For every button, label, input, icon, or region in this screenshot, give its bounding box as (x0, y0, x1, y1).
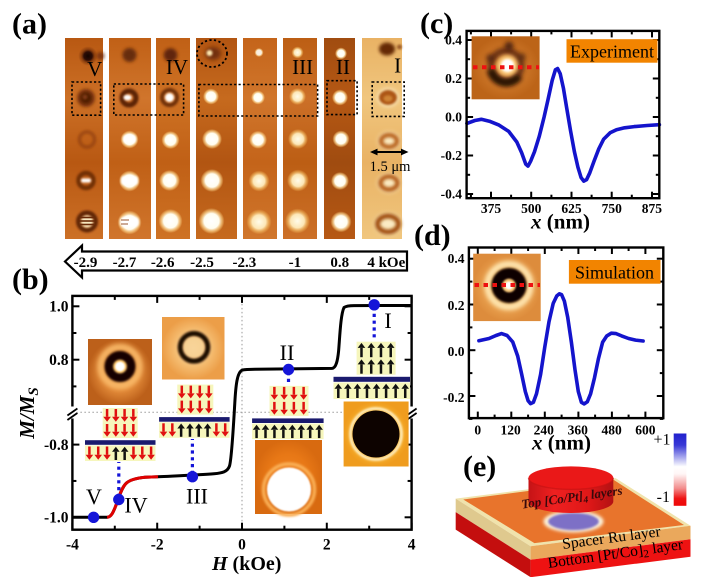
svg-text:0.4: 0.4 (445, 33, 462, 48)
svg-text:1.0: 1.0 (49, 299, 69, 316)
svg-text:875: 875 (642, 201, 663, 216)
svg-text:625: 625 (561, 201, 582, 216)
svg-text:II: II (336, 55, 350, 79)
svg-text:500: 500 (521, 201, 542, 216)
svg-text:-2.7: -2.7 (113, 255, 137, 271)
svg-text:0.0: 0.0 (445, 110, 462, 125)
svg-text:x (nm): x (nm) (531, 431, 591, 455)
svg-text:(a): (a) (12, 8, 47, 41)
svg-text:IV: IV (124, 493, 147, 518)
svg-text:-1: -1 (657, 489, 670, 506)
svg-text:III: III (186, 484, 208, 509)
svg-text:375: 375 (481, 201, 502, 216)
svg-text:-0.2: -0.2 (441, 148, 463, 163)
svg-text:240: 240 (534, 423, 555, 438)
svg-text:II: II (280, 340, 295, 365)
svg-text:-0.4: -0.4 (441, 187, 463, 202)
svg-text:(b): (b) (12, 263, 49, 296)
svg-text:-0.2: -0.2 (443, 390, 465, 405)
svg-text:2: 2 (323, 537, 331, 554)
svg-text:M/MS: M/MS (15, 387, 42, 440)
svg-text:(c): (c) (420, 7, 453, 40)
svg-text:-2.9: -2.9 (74, 255, 98, 271)
svg-text:V: V (86, 484, 102, 509)
svg-text:4: 4 (408, 537, 416, 554)
svg-text:-1.0: -1.0 (44, 510, 69, 527)
svg-text:x (nm): x (nm) (530, 210, 590, 234)
svg-text:(e): (e) (463, 450, 496, 483)
svg-text:Simulation: Simulation (575, 263, 654, 283)
svg-text:0.4: 0.4 (448, 251, 465, 266)
svg-text:(d): (d) (414, 219, 451, 252)
svg-text:1.5 μm: 1.5 μm (370, 159, 412, 175)
svg-text:0: 0 (238, 537, 246, 554)
svg-text:0.8: 0.8 (330, 255, 349, 271)
svg-text:-0.8: -0.8 (44, 437, 69, 454)
svg-text:I: I (384, 308, 391, 333)
svg-text:480: 480 (601, 423, 622, 438)
svg-text:III: III (292, 55, 313, 79)
svg-text:H (kOe): H (kOe) (211, 553, 281, 575)
svg-text:-2.5: -2.5 (190, 255, 214, 271)
svg-text:I: I (394, 54, 401, 78)
svg-text:750: 750 (602, 201, 623, 216)
svg-text:-4: -4 (66, 537, 79, 554)
svg-text:+1: +1 (653, 432, 670, 449)
svg-text:V: V (87, 57, 102, 81)
svg-text:0.8: 0.8 (49, 352, 69, 369)
svg-text:0.0: 0.0 (448, 344, 465, 359)
svg-text:360: 360 (568, 423, 589, 438)
svg-text:Experiment: Experiment (570, 42, 654, 62)
svg-text:IV: IV (166, 55, 188, 79)
svg-text:-1: -1 (289, 255, 302, 271)
svg-text:0: 0 (474, 423, 481, 438)
svg-text:4 kOe: 4 kOe (367, 255, 405, 271)
svg-text:120: 120 (500, 423, 521, 438)
svg-text:-2.3: -2.3 (233, 255, 257, 271)
svg-text:0.2: 0.2 (445, 71, 462, 86)
svg-text:0.2: 0.2 (448, 298, 465, 313)
svg-text:-2.6: -2.6 (151, 255, 175, 271)
svg-text:-2: -2 (151, 537, 164, 554)
svg-text:600: 600 (635, 423, 656, 438)
